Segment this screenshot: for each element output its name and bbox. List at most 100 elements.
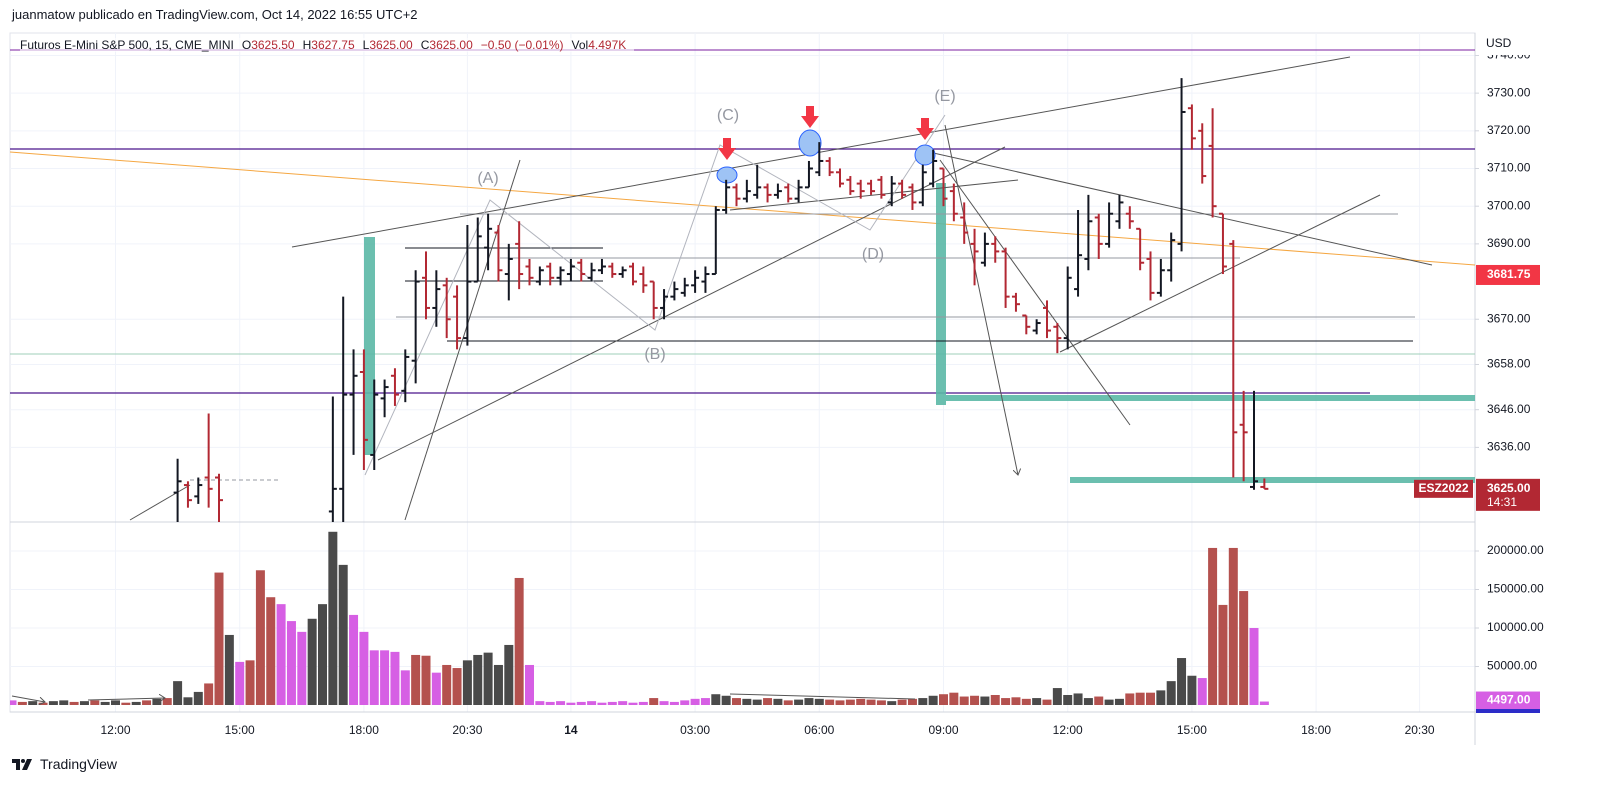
volume-bar [390,651,400,705]
countdown-label: 14:31 [1487,495,1517,509]
volume-bar [214,572,224,705]
volume-bar [318,604,327,705]
x-tick-label: 20:30 [1405,723,1435,737]
highlight-box [364,237,375,455]
y2-tick-label: 150000.00 [1487,582,1544,596]
trend-line [129,484,191,521]
legend-value: 3625.00 [369,38,413,52]
volume-bar [359,631,369,705]
highlight-box [1070,477,1475,483]
volume-bar [1156,690,1166,705]
volume-bar [690,698,700,705]
volume-bar [700,698,710,705]
volume-bar [162,698,172,705]
volume-bar [204,683,214,705]
volume-bar [752,699,762,705]
legend-value: 3625.00 [429,38,473,52]
volume-bar [587,701,597,705]
volume-bar [1259,701,1269,705]
volume-bar [514,577,524,705]
volume-bar [266,597,276,705]
volume-bar [845,699,855,705]
highlight-box [946,395,1475,401]
volume-bar [763,698,773,705]
volume-bar [452,668,462,705]
x-tick-label: 15:00 [225,723,255,737]
volume-bar [525,664,534,705]
volume-bar [535,701,545,705]
volume-bar [235,661,245,705]
volume-bar [876,700,886,705]
volume-bar [783,700,793,705]
volume-bar [442,664,452,705]
trend-line [11,695,45,702]
volume-bar [152,698,162,705]
y-tick-label: 3690.00 [1487,236,1531,250]
volume-bar [411,654,421,705]
legend-key: O [241,38,252,52]
volume-bar [887,701,897,705]
volume-bar [1073,693,1083,705]
arrow-marker [801,106,819,128]
x-tick-label: 09:00 [928,723,958,737]
volume-bar [928,695,938,705]
volume-bar [556,701,566,705]
volume-bar [462,660,472,705]
volume-bar [59,700,69,705]
volume-bar [380,650,390,705]
volume-bar [183,697,193,705]
legend-value: 3625.50 [251,38,295,52]
volume-bar [597,702,607,705]
volume-bar [1042,699,1052,705]
y2-tick-label: 100000.00 [1487,620,1544,634]
symbol-tag: ESZ2022 [1418,481,1468,495]
volume-bar [607,701,617,705]
trend-line [729,179,1019,211]
volume-bar [649,698,659,705]
volume-marker [1476,709,1540,713]
volume-bar [193,691,203,705]
price-label: 3681.75 [1487,267,1531,281]
y2-tick-label: 50000.00 [1487,659,1537,673]
x-tick-label: 03:00 [680,723,710,737]
y-tick-label: 3646.00 [1487,402,1531,416]
volume-bar [732,698,741,705]
x-tick-label: 20:30 [452,723,482,737]
legend-key: Vol [571,38,589,52]
y-tick-label: 3670.00 [1487,311,1531,325]
wave-label: (B) [644,346,665,363]
volume-bar [1177,658,1187,705]
trend-line [939,159,1131,426]
x-tick-label: 15:00 [1177,723,1207,737]
volume-bar [38,702,48,705]
volume-bar [369,650,379,705]
arrow-marker [718,138,736,160]
legend-value: 3627.75 [311,38,355,52]
volume-bar [1063,694,1073,705]
volume-bar [939,694,948,705]
legend-key: L [362,38,370,52]
volume-bar [970,695,980,705]
volume-bar [286,621,296,705]
volume-bar [255,570,265,705]
volume-bar [142,700,152,705]
wave-label: (D) [862,246,884,263]
brand: TradingView [40,756,118,772]
volume-bar [431,672,441,705]
trend-line [404,159,521,521]
logo [12,759,32,770]
volume-bar [959,696,969,705]
wave-label: (C) [717,107,739,124]
volume-bar [659,701,669,705]
legend-value: −0.50 (−0.01%) [480,38,564,52]
volume-bar [1032,698,1042,705]
x-tick-label: 12:00 [1053,723,1083,737]
volume-bar [897,699,907,705]
trend-line [377,146,1006,461]
volume-bar [856,698,866,705]
x-tick-label: 06:00 [804,723,834,737]
volume-bar [814,698,824,705]
volume-bar [173,681,183,705]
legend-value: 4.497K [588,38,627,52]
volume-drawings [11,693,916,702]
